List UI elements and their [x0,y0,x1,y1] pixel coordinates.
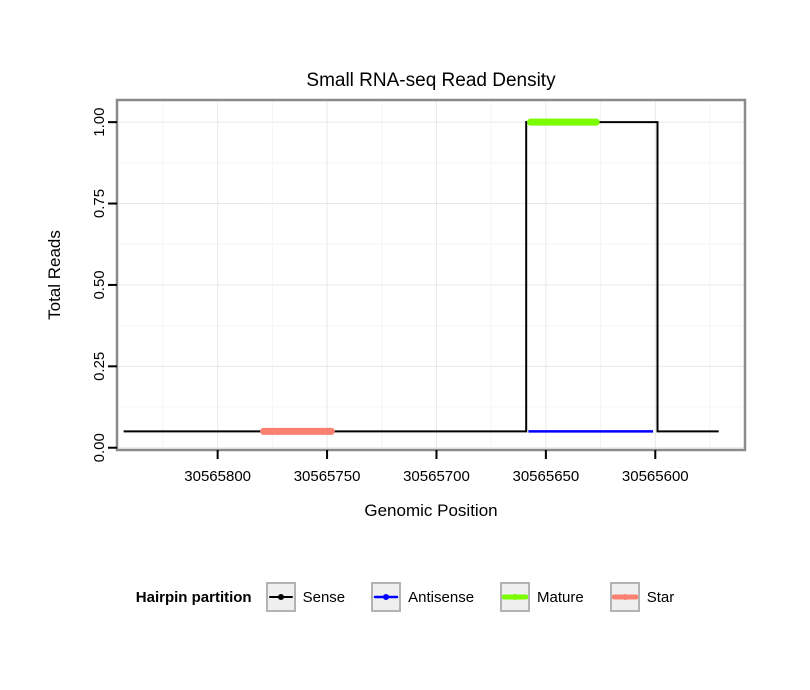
y-tick-label: 0.00 [91,433,108,462]
legend-label: Sense [302,588,346,606]
plot-panel [117,100,745,450]
x-tick-label: 30565650 [513,468,580,485]
legend-label: Antisense [408,588,475,606]
y-axis: 0.00 0.25 0.50 0.75 1.00 [91,108,117,462]
x-tick-label: 30565700 [403,468,470,485]
y-axis-title: Total Reads [45,230,64,320]
legend-entries: Sense Antisense Mature Star [265,582,675,612]
y-tick-label: 0.75 [91,189,108,218]
x-axis-title: Genomic Position [364,501,498,520]
x-tick-label: 30565750 [294,468,361,485]
legend-entry-antisense: Antisense [371,582,474,612]
legend-key-sense-icon [265,582,296,612]
x-tick-label: 30565800 [184,468,251,485]
legend-key-mature-icon [500,582,531,612]
x-tick-label: 30565600 [622,468,689,485]
legend-key-star-icon [609,582,640,612]
legend: Hairpin partition Sense Antisense Mature St… [0,582,810,612]
y-tick-label: 1.00 [91,108,108,137]
chart-plot-area: 30565800 30565750 30565700 30565650 30565600… [91,98,747,485]
legend-entry-sense: Sense [265,582,346,612]
y-tick-label: 0.25 [91,352,108,381]
legend-entry-mature: Mature [500,582,584,612]
x-axis: 30565800 30565750 30565700 30565650 30565600 [184,450,689,485]
legend-entry-star: Star [609,582,675,612]
legend-label: Star [646,588,675,606]
legend-title: Hairpin partition [135,588,252,606]
panel-border [115,98,747,452]
y-tick-label: 0.50 [91,270,108,299]
legend-label: Mature [537,588,584,606]
chart-title: Small RNA-seq Read Density [306,70,556,91]
legend-key-antisense-icon [371,582,402,612]
minor-gridlines [117,100,745,450]
